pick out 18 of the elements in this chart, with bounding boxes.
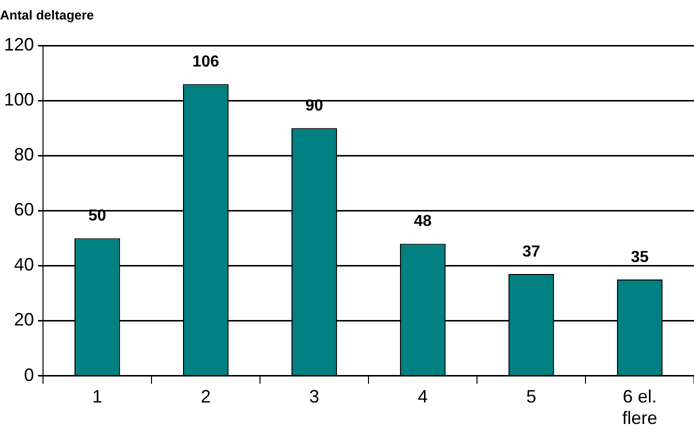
x-tick-label: 2 bbox=[200, 386, 211, 407]
y-tick-label: 0 bbox=[24, 364, 34, 385]
y-tick-label: 20 bbox=[14, 310, 34, 330]
data-label: 35 bbox=[630, 248, 649, 266]
y-tick-label: 40 bbox=[14, 254, 34, 275]
data-label: 37 bbox=[522, 243, 540, 260]
x-tick-label: 3 bbox=[309, 386, 320, 407]
x-tick-label: 6 el. flere bbox=[622, 386, 658, 428]
y-tick-label: 120 bbox=[4, 34, 34, 55]
x-tick-label: 1 bbox=[92, 386, 102, 407]
data-label: 106 bbox=[192, 54, 220, 71]
y-tick-label: 100 bbox=[4, 90, 34, 110]
y-axis-title: Antal deltagere bbox=[0, 7, 94, 22]
y-tick-label: 80 bbox=[14, 144, 34, 165]
y-tick-label: 60 bbox=[14, 200, 34, 220]
x-tick-label: 5 bbox=[526, 386, 536, 407]
x-tick-label: 4 bbox=[418, 386, 428, 407]
data-label: 48 bbox=[414, 213, 432, 230]
